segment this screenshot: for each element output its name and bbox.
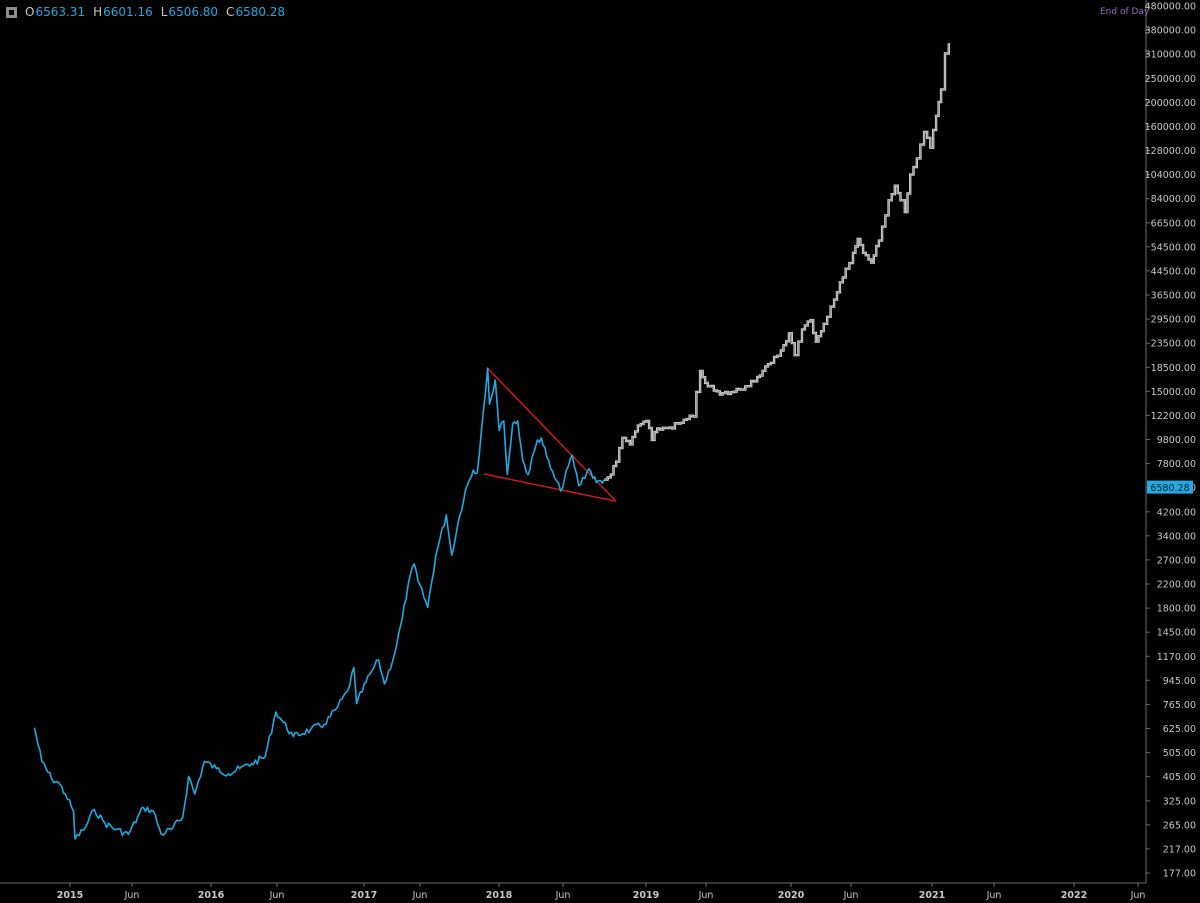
y-tick-label: 128000.00 <box>1145 146 1196 157</box>
last-price-label: 6580.28 <box>1150 483 1189 494</box>
low-value: L6506.80 <box>160 5 219 19</box>
last-price-badge: 6580.28 <box>1147 480 1193 494</box>
y-tick-label: 480000.00 <box>1145 2 1196 13</box>
ohlc-legend: O6563.31 H6601.16 L6506.80 C6580.28 <box>6 4 285 20</box>
y-tick-label: 250000.00 <box>1145 74 1196 85</box>
y-tick-label: 29500.00 <box>1151 315 1196 326</box>
y-tick-label: 104000.00 <box>1145 170 1196 181</box>
y-tick-label: 265.00 <box>1163 820 1196 831</box>
x-tick-label: Jun <box>412 890 428 901</box>
y-tick-label: 177.00 <box>1163 869 1196 880</box>
projection-line-core <box>604 43 950 480</box>
x-axis: 2015 Jun 2016 Jun 2017 Jun 2018 Jun 2019 Jun 2020 J… <box>57 883 1146 901</box>
y-tick-label: 2700.00 <box>1157 555 1196 566</box>
high-value: H6601.16 <box>93 5 153 19</box>
y-tick-label: 9800.00 <box>1157 435 1196 446</box>
x-tick-label: Jun <box>698 890 714 901</box>
y-tick-label: 1800.00 <box>1157 604 1196 615</box>
y-tick-label: 7800.00 <box>1157 459 1196 470</box>
last-price-badge-bg <box>1147 480 1193 494</box>
y-tick-label: 380000.00 <box>1145 26 1196 37</box>
y-tick-label: 23500.00 <box>1151 339 1196 350</box>
x-tick-label: Jun <box>1130 890 1146 901</box>
x-tick-label: 2018 <box>486 890 513 901</box>
y-tick-label: 12200.00 <box>1151 411 1196 422</box>
x-tick-label: Jun <box>124 890 140 901</box>
chart-settings-icon[interactable] <box>6 6 17 18</box>
y-tick-label: 3400.00 <box>1157 531 1196 542</box>
y-tick-label: 945.00 <box>1163 676 1196 687</box>
x-tick-label: 2015 <box>57 890 83 901</box>
y-tick-label: 217.00 <box>1163 844 1196 855</box>
y-tick-label: 36500.00 <box>1151 291 1196 302</box>
x-tick-label: 2021 <box>919 890 945 901</box>
x-tick-label: Jun <box>986 890 1002 901</box>
y-tick-label: 505.00 <box>1163 748 1196 759</box>
y-tick-label: 4200.00 <box>1157 507 1196 518</box>
x-tick-label: 2016 <box>198 890 225 901</box>
x-tick-label: Jun <box>843 890 859 901</box>
y-tick-label: 1450.00 <box>1157 628 1196 639</box>
y-tick-label: 765.00 <box>1163 700 1196 711</box>
end-of-day-label[interactable]: End of Day <box>1100 7 1150 17</box>
x-tick-label: Jun <box>555 890 571 901</box>
x-tick-label: Jun <box>269 890 285 901</box>
y-tick-label: 18500.00 <box>1151 363 1196 374</box>
y-tick-label: 2200.00 <box>1157 580 1196 591</box>
price-line <box>33 367 605 840</box>
trendline-lower[interactable] <box>483 473 617 502</box>
x-tick-label: 2019 <box>633 890 659 901</box>
y-tick-label: 310000.00 <box>1145 50 1196 61</box>
x-tick-label: 2022 <box>1061 890 1087 901</box>
y-tick-label: 66500.00 <box>1151 218 1196 229</box>
price-series <box>33 43 950 840</box>
y-tick-label: 84000.00 <box>1151 194 1196 205</box>
y-tick-label: 1170.00 <box>1157 652 1196 663</box>
y-tick-label: 325.00 <box>1163 796 1196 807</box>
y-tick-label: 160000.00 <box>1145 122 1196 133</box>
y-axis: 480000.00 380000.00 310000.00 250000.00 2000… <box>1145 2 1196 880</box>
y-tick-label: 625.00 <box>1163 724 1196 735</box>
y-tick-label: 15000.00 <box>1151 387 1196 398</box>
y-tick-label: 54500.00 <box>1151 242 1196 253</box>
open-value: O6563.31 <box>25 5 86 19</box>
y-tick-label: 200000.00 <box>1145 98 1196 109</box>
y-tick-label: 44500.00 <box>1151 266 1196 277</box>
y-tick-label: 405.00 <box>1163 772 1196 783</box>
close-value: C6580.28 <box>226 5 286 19</box>
x-tick-label: 2020 <box>778 890 805 901</box>
x-tick-label: 2017 <box>351 890 377 901</box>
